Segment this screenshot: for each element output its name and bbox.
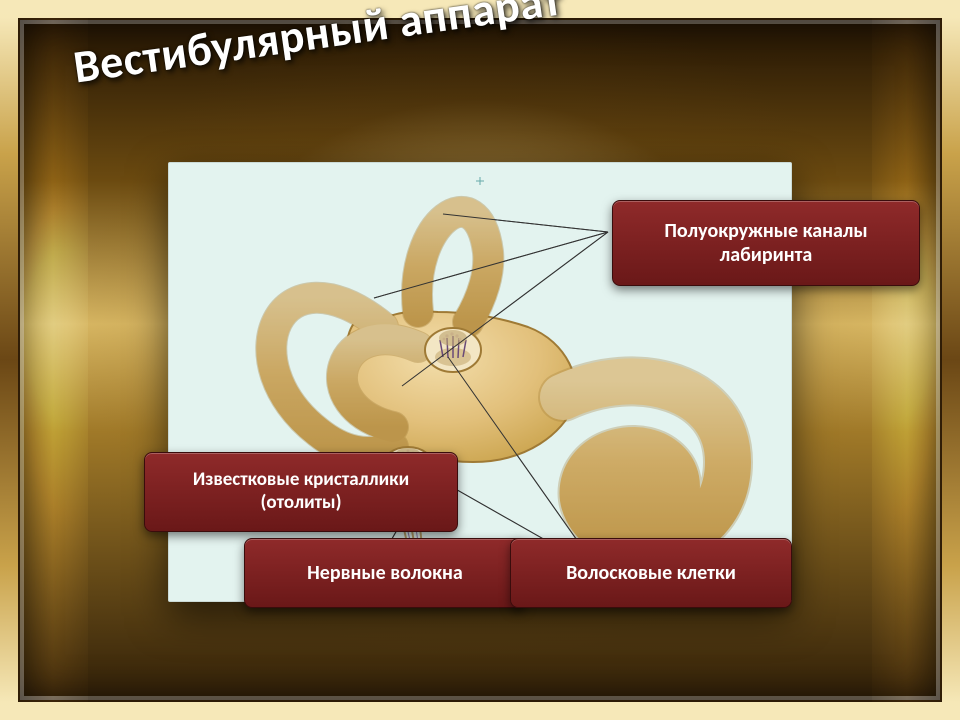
ampulla-upper [425,328,481,372]
label-text: Известковые кристаллики [193,469,409,492]
label-nerve-fibers: Нервные волокна [244,538,526,608]
label-otoliths: Известковые кристаллики (отолиты) [144,452,458,532]
label-semicircular-canals: Полуокружные каналы лабиринта [612,200,920,286]
label-hair-cells: Волосковые клетки [510,538,792,608]
label-text: Нервные волокна [307,561,463,585]
cochlea [563,381,728,543]
slide-stage: Вестибулярный аппарат [0,0,960,720]
label-text: (отолиты) [260,492,341,515]
label-text: Полуокружные каналы лабиринта [629,219,903,267]
label-text: Волосковые клетки [566,561,736,585]
